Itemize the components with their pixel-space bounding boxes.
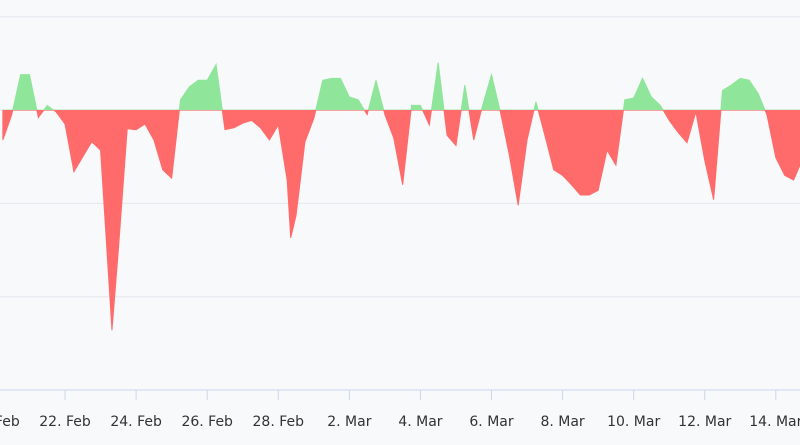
x-tick-label: 4. Mar (398, 414, 442, 430)
x-tick-label: 20. Feb (0, 414, 20, 430)
x-tick-label: 6. Mar (469, 414, 513, 430)
x-tick-label: 28. Feb (253, 414, 305, 430)
x-tick-label: 14. Mar (749, 414, 800, 430)
x-tick-label: 24. Feb (110, 414, 162, 430)
x-tick-label: 22. Feb (39, 414, 91, 430)
x-tick-label: 8. Mar (540, 414, 584, 430)
x-tick-label: 10. Mar (607, 414, 660, 430)
x-tick-label: 26. Feb (181, 414, 233, 430)
x-tick-label: 12. Mar (678, 414, 731, 430)
area (2, 62, 800, 331)
x-tick-label: 2. Mar (327, 414, 371, 430)
